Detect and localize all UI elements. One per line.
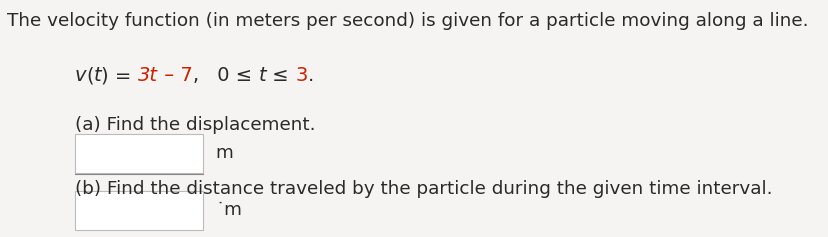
Text: ≤: ≤: [266, 66, 295, 85]
Text: (: (: [86, 66, 94, 85]
FancyBboxPatch shape: [75, 134, 203, 173]
Text: ) =: ) =: [101, 66, 137, 85]
Text: m: m: [215, 145, 233, 162]
Text: v: v: [75, 66, 86, 85]
FancyBboxPatch shape: [75, 191, 203, 230]
Text: .: .: [307, 66, 313, 85]
Text: The velocity function (in meters per second) is given for a particle moving alon: The velocity function (in meters per sec…: [7, 12, 807, 30]
Text: (b) Find the distance traveled by the particle during the given time interval.: (b) Find the distance traveled by the pa…: [75, 180, 771, 198]
Text: ,: ,: [192, 66, 211, 85]
Text: t: t: [94, 66, 101, 85]
Text: ˙m: ˙m: [215, 201, 243, 219]
Text: (a) Find the displacement.: (a) Find the displacement.: [75, 116, 315, 134]
Text: 0 ≤: 0 ≤: [211, 66, 258, 85]
Text: 3: 3: [295, 66, 307, 85]
Text: t: t: [258, 66, 266, 85]
Text: 3t: 3t: [137, 66, 157, 85]
Text: – 7: – 7: [157, 66, 192, 85]
